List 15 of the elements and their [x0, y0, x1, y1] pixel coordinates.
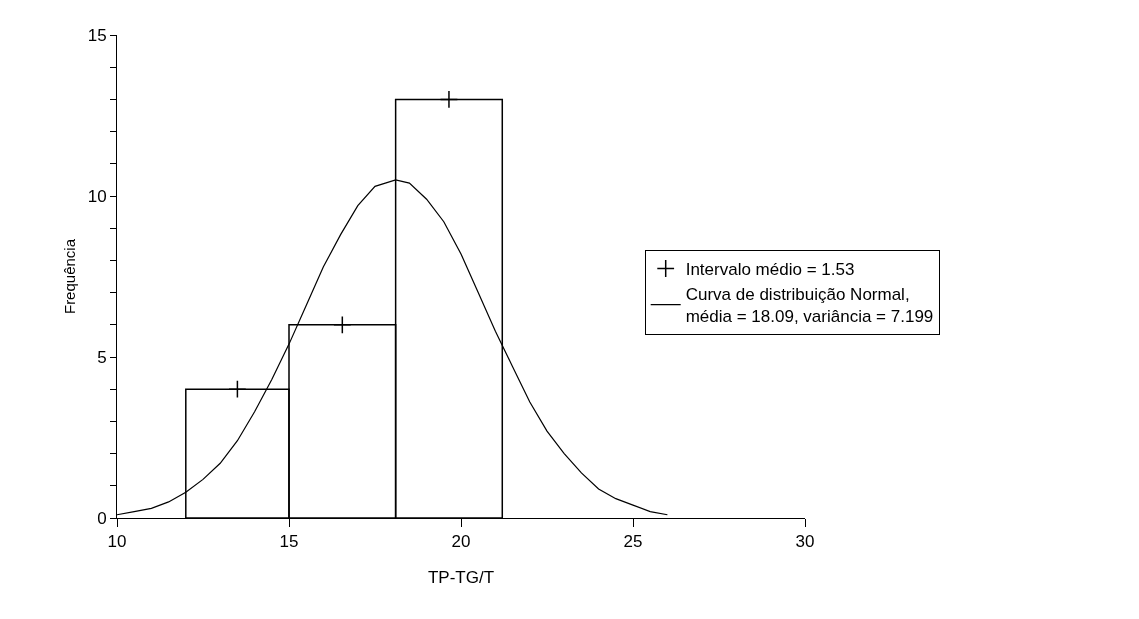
y-tick-label: 0 — [97, 508, 107, 528]
point — [228, 380, 247, 399]
y-tick-label: 10 — [87, 186, 107, 206]
x-tick-label: 15 — [279, 532, 299, 552]
x-tick-label: 25 — [623, 532, 643, 552]
y-tick-label: 5 — [97, 347, 107, 367]
y-axis-title: Frequência — [60, 238, 78, 315]
y-tick-label: 15 — [87, 25, 107, 45]
x-tick-label: 30 — [795, 532, 815, 552]
point — [439, 90, 459, 109]
x-tick-label: 20 — [451, 532, 471, 552]
legend-label: Curva de distribuição Normal, média = 18.09, variância = 7.199 — [685, 285, 934, 327]
x-axis-title: TP-TG/T — [427, 567, 495, 587]
legend-label: Intervalo médio = 1.53 — [685, 260, 855, 280]
point — [333, 315, 352, 334]
